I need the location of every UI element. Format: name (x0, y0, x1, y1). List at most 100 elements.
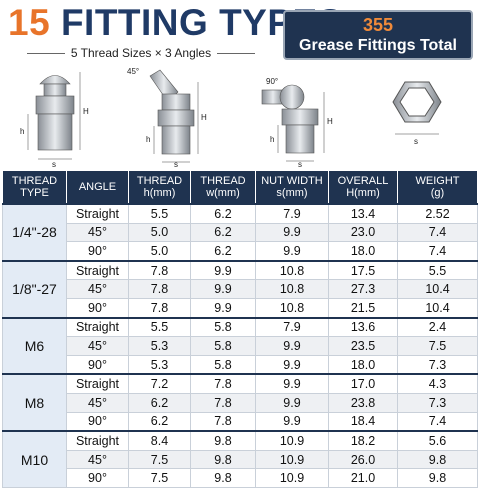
cell: 5.0 (128, 241, 191, 262)
cell: 13.4 (328, 202, 398, 224)
cell: 9.9 (255, 241, 329, 262)
row: 45° 5.0 6.2 9.9 23.0 7.4 (3, 222, 478, 243)
cell: 9.8 (397, 449, 478, 470)
cell: 5.3 (128, 354, 191, 375)
label-h: h (20, 127, 24, 136)
cell: 7.4 (397, 241, 478, 262)
cell: 7.3 (397, 354, 478, 375)
header-line: w(mm) (206, 187, 240, 199)
thread-type: 1/8"-27 (2, 259, 67, 319)
cell: 10.9 (255, 430, 329, 451)
row: 45° 6.2 7.8 9.9 23.8 7.3 (3, 392, 478, 413)
cell: 10.9 (255, 468, 329, 488)
count: 15 (8, 2, 51, 43)
cell: 8.4 (128, 430, 191, 451)
cell: 6.2 (190, 241, 256, 262)
cell: 23.0 (328, 222, 398, 243)
cell: 10.8 (255, 259, 329, 281)
column-header: THREAD TYPE (2, 170, 67, 205)
cell: 45° (66, 392, 129, 413)
90-fitting (261, 84, 319, 154)
cell: Straight (66, 373, 129, 394)
cell: 2.52 (397, 202, 478, 224)
cell: 7.8 (128, 297, 191, 319)
cell: 23.5 (328, 336, 398, 356)
spec-table: THREAD TYPE ANGLE THREAD h(mm) THREAD w(mm) NUT… (2, 170, 478, 488)
cell: 6.2 (190, 222, 256, 243)
column-header: WEIGHT (g) (397, 170, 478, 205)
label-s: s (414, 137, 418, 146)
header-line: NUT WIDTH (261, 175, 323, 187)
column-header: THREAD w(mm) (190, 170, 256, 205)
row: 90° 5.3 5.8 9.9 18.0 7.3 (3, 354, 478, 375)
cell: 5.5 (397, 259, 478, 281)
cell: 6.2 (190, 202, 256, 224)
badge-text: Grease Fittings Total (299, 37, 457, 54)
header-line: WEIGHT (415, 175, 460, 187)
column-header: ANGLE (66, 170, 129, 205)
row: 90° 6.2 7.8 9.9 18.4 7.4 (3, 411, 478, 432)
cell: 2.4 (397, 316, 478, 338)
row: 90° 7.8 9.9 10.8 21.5 10.4 (3, 297, 478, 319)
row: M10 Straight 8.4 9.8 10.9 18.2 5.6 (2, 430, 478, 488)
cell: 5.5 (128, 316, 191, 338)
cell: 9.9 (255, 373, 329, 394)
cell: 7.4 (397, 411, 478, 432)
label-h: h (146, 135, 150, 144)
row: 90° 5.0 6.2 9.9 18.0 7.4 (3, 241, 478, 262)
column-header: OVERALL H(mm) (328, 170, 398, 205)
row: 45° 5.3 5.8 9.9 23.5 7.5 (3, 336, 478, 356)
cell: 23.8 (328, 392, 398, 413)
cell: 7.5 (128, 449, 191, 470)
row: 45° 7.5 9.8 10.9 26.0 9.8 (3, 449, 478, 470)
cell: 9.8 (397, 468, 478, 488)
cell: 7.4 (397, 222, 478, 243)
cell: Straight (66, 202, 129, 224)
cell: 10.8 (255, 279, 329, 299)
cell: 90° (66, 241, 129, 262)
cell: 90° (66, 297, 129, 319)
cell: 9.8 (190, 430, 256, 451)
cell: 13.6 (328, 316, 398, 338)
cell: 5.6 (397, 430, 478, 451)
cell: 21.5 (328, 297, 398, 319)
cell: 7.9 (255, 202, 329, 224)
cell: 10.4 (397, 279, 478, 299)
label-45: 45° (127, 67, 139, 76)
cell: 17.5 (328, 259, 398, 281)
label-90: 90° (266, 77, 278, 86)
cell: 9.8 (190, 449, 256, 470)
cell: 45° (66, 279, 129, 299)
cell: 9.9 (190, 279, 256, 299)
badge: 355 Grease Fittings Total (283, 10, 473, 60)
cell: 7.8 (190, 373, 256, 394)
header-line: THREAD (11, 175, 58, 187)
cell: 21.0 (328, 468, 398, 488)
cell: 5.0 (128, 222, 191, 243)
label-s: s (174, 160, 178, 167)
cell: 45° (66, 222, 129, 243)
hex-view (392, 81, 442, 123)
cell: Straight (66, 316, 129, 338)
cell: 18.0 (328, 241, 398, 262)
label-H: H (83, 107, 89, 116)
cell: 45° (66, 449, 129, 470)
cell: 7.8 (128, 279, 191, 299)
cell: 45° (66, 336, 129, 356)
cell: 5.8 (190, 354, 256, 375)
cell: 7.3 (397, 392, 478, 413)
cell: Straight (66, 430, 129, 451)
cell: 9.9 (255, 392, 329, 413)
cell: 7.9 (255, 316, 329, 338)
cell: 6.2 (128, 392, 191, 413)
cell: 5.8 (190, 316, 256, 338)
cell: 9.9 (255, 336, 329, 356)
subtitle: 5 Thread Sizes × 3 Angles (10, 46, 272, 60)
cell: 5.8 (190, 336, 256, 356)
header-line: TYPE (20, 187, 49, 199)
cell: 9.9 (255, 222, 329, 243)
thread-type: 1/4"-28 (2, 203, 67, 262)
cell: 26.0 (328, 449, 398, 470)
cell: 18.4 (328, 411, 398, 432)
